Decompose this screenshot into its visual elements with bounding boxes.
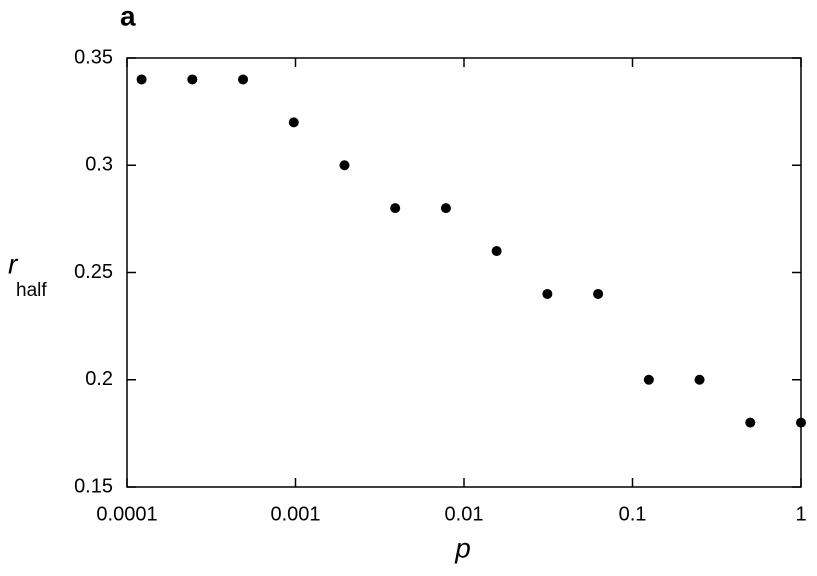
point <box>136 74 147 85</box>
point <box>440 203 451 214</box>
point <box>796 417 806 428</box>
y-tick-label: 0.2 <box>85 368 113 390</box>
point <box>390 203 401 214</box>
point <box>745 417 756 428</box>
x-tick-label: 0.1 <box>619 503 647 525</box>
x-tick-label: 1 <box>795 503 806 525</box>
y-axis-label-subscript: half <box>16 280 47 301</box>
point <box>339 160 350 171</box>
point <box>542 288 553 299</box>
x-axis-label: p <box>454 532 471 563</box>
plot-frame <box>126 57 802 488</box>
point <box>187 74 198 85</box>
y-tick-label: 0.35 <box>74 46 113 68</box>
point <box>238 74 249 85</box>
point <box>491 246 502 257</box>
y-tick-label: 0.3 <box>85 154 113 176</box>
point <box>593 288 604 299</box>
x-tick-label: 0.0001 <box>96 503 157 525</box>
panel-label: a <box>120 0 136 31</box>
x-tick-label: 0.001 <box>270 503 320 525</box>
x-tick-label: 0.01 <box>445 503 484 525</box>
y-tick-label: 0.25 <box>74 261 113 283</box>
point <box>288 117 299 128</box>
y-tick-label: 0.15 <box>74 475 113 497</box>
point <box>694 374 705 385</box>
point <box>643 374 654 385</box>
y-axis-label: r <box>8 248 19 279</box>
